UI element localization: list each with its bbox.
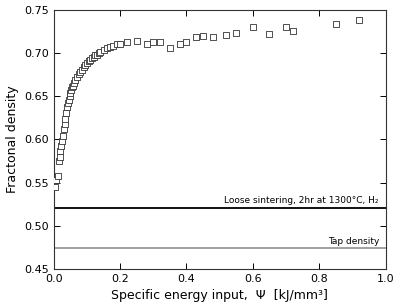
Point xyxy=(100,48,107,53)
Point xyxy=(157,40,163,45)
Point xyxy=(60,133,66,138)
Text: Loose sintering, 2hr at 1300°C, H₂: Loose sintering, 2hr at 1300°C, H₂ xyxy=(224,196,379,205)
Point xyxy=(250,24,256,29)
Point xyxy=(62,121,68,126)
Point xyxy=(210,35,216,40)
Point xyxy=(77,69,84,74)
Point xyxy=(66,94,73,99)
Point xyxy=(266,31,273,36)
Point xyxy=(117,42,123,47)
Point xyxy=(54,173,61,178)
Point xyxy=(104,46,110,51)
Point xyxy=(57,148,64,153)
Point xyxy=(56,154,63,159)
Point xyxy=(124,40,130,45)
Point xyxy=(150,39,156,44)
Point xyxy=(134,38,140,43)
Point xyxy=(200,33,206,38)
Point xyxy=(283,24,289,29)
Point xyxy=(290,29,296,34)
Point xyxy=(183,40,190,45)
Point xyxy=(79,68,85,73)
Point xyxy=(64,105,70,110)
Point xyxy=(193,35,200,40)
Point xyxy=(62,117,68,122)
Point xyxy=(110,43,117,48)
Point xyxy=(233,30,240,35)
Point xyxy=(177,42,183,47)
Point xyxy=(84,61,90,66)
Point xyxy=(70,83,76,88)
Point xyxy=(52,184,58,189)
Point xyxy=(70,81,77,86)
Point xyxy=(76,72,82,77)
Y-axis label: Fractonal density: Fractonal density xyxy=(6,86,18,193)
Point xyxy=(107,44,113,49)
Point xyxy=(66,98,72,103)
Point xyxy=(95,50,102,55)
Point xyxy=(56,158,62,163)
Point xyxy=(97,50,103,55)
Point xyxy=(223,32,230,37)
Point xyxy=(74,75,80,79)
Point xyxy=(58,144,64,149)
Point xyxy=(69,85,75,90)
Point xyxy=(64,100,71,105)
Point xyxy=(68,87,74,92)
Point xyxy=(53,177,60,182)
Point xyxy=(60,127,67,132)
Text: Tap density: Tap density xyxy=(328,237,379,246)
Point xyxy=(356,18,362,22)
Point xyxy=(333,22,339,27)
Point xyxy=(89,55,95,60)
Point xyxy=(67,91,74,96)
Point xyxy=(144,42,150,47)
Point xyxy=(72,78,78,83)
Point xyxy=(82,63,88,67)
Point xyxy=(90,55,97,59)
Point xyxy=(63,111,70,116)
X-axis label: Specific energy input,  Ψ  [kJ/mm³]: Specific energy input, Ψ [kJ/mm³] xyxy=(111,290,328,302)
Point xyxy=(59,139,65,144)
Point xyxy=(94,52,100,57)
Point xyxy=(80,64,87,69)
Point xyxy=(85,59,92,64)
Point xyxy=(92,53,98,58)
Point xyxy=(114,42,120,47)
Point xyxy=(87,57,94,62)
Point xyxy=(167,45,173,50)
